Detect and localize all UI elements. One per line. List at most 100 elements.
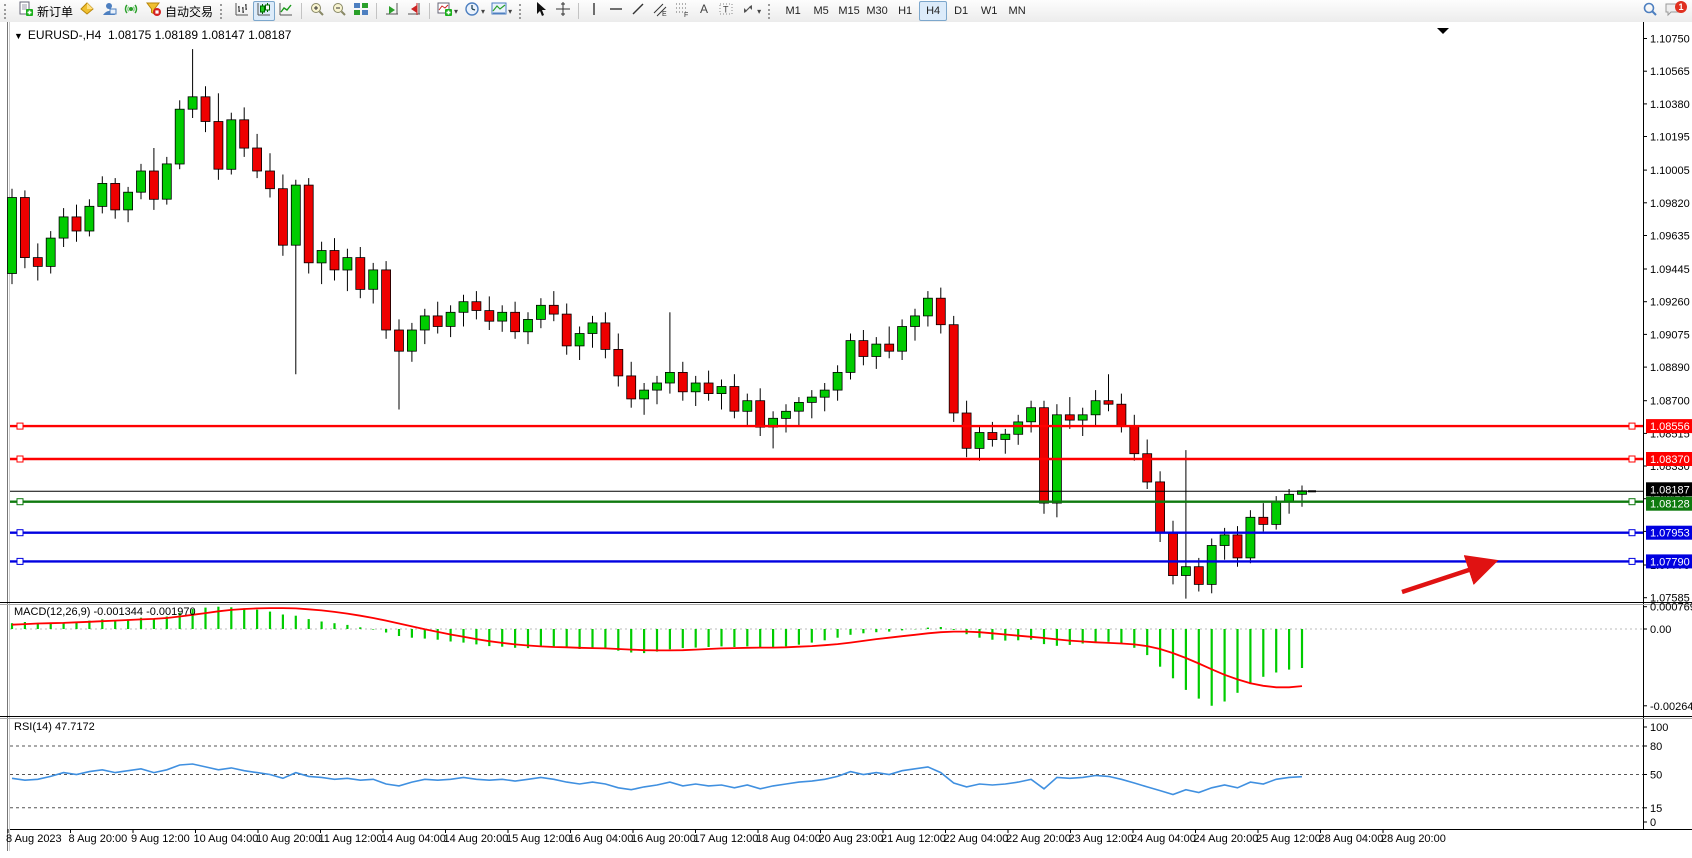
horizontal-line-button[interactable]	[605, 1, 627, 21]
line-handle[interactable]	[1628, 422, 1636, 430]
line-handle[interactable]	[16, 422, 24, 430]
horizontal-line-object[interactable]	[10, 498, 1643, 506]
chat-button[interactable]: 1	[1661, 1, 1687, 21]
candle-body	[355, 257, 366, 290]
candle-body	[342, 257, 353, 271]
line-chart-button[interactable]	[275, 1, 297, 21]
horizontal-line-object[interactable]	[10, 557, 1643, 565]
horizontal-line-object[interactable]	[10, 455, 1643, 463]
zoom-out-button[interactable]	[328, 1, 350, 21]
toolbar-grip[interactable]	[220, 3, 227, 19]
line-handle[interactable]	[1628, 529, 1636, 537]
vertical-line-button[interactable]	[583, 1, 605, 21]
timeframe-button-mn[interactable]: MN	[1008, 5, 1026, 17]
candle-body	[226, 119, 237, 170]
toolbar-grip[interactable]	[4, 3, 11, 19]
chart-canvas[interactable]: 1.10750 1.10565 1.10380 1.10195 1.10005 1.098…	[0, 22, 1692, 858]
main-toolbar: 新订单 自动交易	[0, 0, 1692, 23]
timeframe-button-h4[interactable]: H4	[919, 1, 948, 21]
tile-windows-button[interactable]	[350, 1, 372, 21]
candle-body	[32, 257, 43, 267]
rsi-scale-label: 100	[1650, 722, 1668, 734]
candle-body	[303, 184, 314, 264]
timeframe-button-w1[interactable]: W1	[980, 5, 998, 17]
line-handle[interactable]	[1628, 498, 1636, 506]
candle-body	[1000, 433, 1011, 440]
line-handle[interactable]	[16, 529, 24, 537]
toolbar-grip[interactable]	[519, 3, 526, 19]
timeframe-button-h1[interactable]: H1	[898, 5, 913, 17]
timeframe-button-m5[interactable]: M5	[813, 5, 829, 17]
trendline-button[interactable]	[627, 1, 649, 21]
annotation-arrow[interactable]	[1401, 555, 1499, 595]
candle-body	[1206, 545, 1217, 585]
timeframe-button-d1[interactable]: D1	[954, 5, 969, 17]
horizontal-line-object[interactable]	[10, 422, 1643, 430]
candle-body	[239, 119, 250, 149]
candlestick-chart-button[interactable]	[253, 1, 276, 21]
fibonacci-button[interactable]: F	[671, 1, 693, 21]
cursor-button[interactable]	[530, 1, 552, 21]
periods-button[interactable]: ▾	[461, 1, 488, 21]
candle-body	[781, 410, 791, 419]
time-tick-label: 8 Aug 20:00	[69, 833, 128, 845]
templates-button[interactable]: ▾	[488, 1, 515, 21]
line-handle[interactable]	[16, 455, 24, 463]
autotrading-button[interactable]: 自动交易	[142, 1, 216, 21]
chart-shift-marker[interactable]	[1437, 28, 1449, 34]
line-handle[interactable]	[1628, 455, 1636, 463]
candle-body	[703, 382, 714, 395]
candle-body	[1193, 566, 1204, 585]
chevron-down-icon: ▾	[454, 6, 459, 16]
new-order-button[interactable]: 新订单	[15, 1, 76, 21]
line-handle[interactable]	[1628, 557, 1636, 565]
search-button[interactable]	[1639, 1, 1661, 21]
mql5-community-button[interactable]	[98, 1, 120, 21]
price-line-label: 1.08128	[1646, 496, 1692, 511]
rsi-line	[11, 763, 1303, 796]
bar-chart-button[interactable]	[231, 1, 253, 21]
auto-scroll-button[interactable]	[381, 1, 403, 21]
candle-body	[381, 269, 392, 331]
equidistant-channel-button[interactable]: E	[649, 1, 671, 21]
indicators-button[interactable]: ▾	[434, 1, 461, 21]
line-handle[interactable]	[16, 498, 24, 506]
candle-body	[71, 216, 82, 232]
horizontal-line-object[interactable]	[10, 529, 1643, 537]
price-tick-label: 1.09445	[1650, 264, 1690, 276]
toolbar-grip[interactable]	[768, 3, 775, 19]
candle-body	[1116, 403, 1127, 426]
price-tick-label: 1.07585	[1650, 593, 1690, 605]
price-tick-label: 1.10380	[1650, 99, 1690, 111]
line-handle[interactable]	[16, 557, 24, 565]
svg-text:1.07790: 1.07790	[1650, 556, 1690, 568]
metaeditor-button[interactable]	[76, 1, 98, 21]
text-button[interactable]: A	[693, 1, 715, 21]
candle-body	[265, 170, 275, 190]
auto-scroll-icon	[384, 1, 400, 22]
chart-shift-button[interactable]	[403, 1, 425, 21]
candle-body	[484, 310, 495, 322]
zoom-in-button[interactable]	[306, 1, 328, 21]
new-order-label: 新订单	[37, 4, 74, 19]
signals-button[interactable]	[120, 1, 142, 21]
chart-window[interactable]: ▼ EURUSD-,H4 1.08175 1.08189 1.08147 1.08…	[0, 22, 1692, 853]
svg-text:A: A	[700, 2, 708, 16]
candle-body	[626, 375, 637, 400]
candle-body	[1168, 532, 1178, 577]
time-axis[interactable]: 8 Aug 2023 8 Aug 20:00 9 Aug 12:00 10 Aug 0…	[6, 829, 1446, 845]
crosshair-button[interactable]	[552, 1, 574, 21]
candle-body	[19, 197, 30, 258]
candle-body	[1271, 500, 1282, 525]
timeframe-button-m1[interactable]: M1	[785, 5, 801, 17]
timeframe-button-m15[interactable]: M15	[838, 5, 860, 17]
text-label-button[interactable]: T	[715, 1, 737, 21]
arrows-button[interactable]: ▾	[737, 1, 764, 21]
rsi-pane: 100 80 50 15 0	[10, 722, 1668, 829]
chat-badge: 1	[1675, 1, 1687, 13]
timeframe-button-m30[interactable]: M30	[866, 5, 888, 17]
chart-ohlc-values: 1.08175 1.08189 1.08147 1.08187	[107, 28, 292, 42]
candle-body	[794, 401, 804, 412]
candle-body	[213, 121, 224, 170]
time-tick-label: 15 Aug 12:00	[506, 833, 571, 845]
